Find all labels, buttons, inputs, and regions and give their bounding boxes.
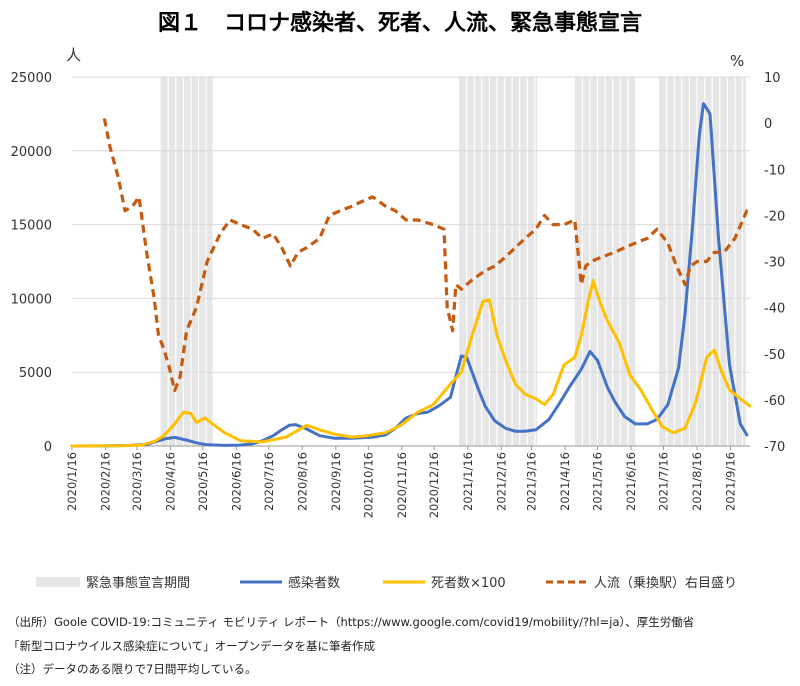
- legend-label-emergency: 緊急事態宣言期間: [86, 575, 190, 591]
- footnote: （注）データのある限りで7日間平均している。: [8, 662, 257, 676]
- left-axis-unit: 人: [66, 46, 81, 64]
- x-tick-label-16: 2021/5/16: [591, 452, 605, 511]
- x-tick-label-13: 2021/2/16: [494, 452, 508, 511]
- right-tick-label-1: -60: [764, 394, 785, 409]
- x-tick-label-6: 2020/7/16: [262, 452, 276, 511]
- source-note-line1: （出所）Goole COVID-19:コミュニティ モビリティ レポート（htt…: [8, 615, 695, 629]
- legend-label-deaths: 死者数×100: [431, 576, 506, 591]
- x-tick-label-17: 2021/6/16: [624, 452, 638, 511]
- left-tick-label-3: 15000: [11, 219, 52, 234]
- series-lines: [70, 102, 752, 448]
- legend-swatch-emergency: [36, 577, 80, 587]
- mobility-line: [102, 118, 750, 393]
- x-tick-label-5: 2020/6/16: [229, 452, 243, 511]
- left-tick-label-5: 25000: [11, 71, 52, 86]
- right-tick-label-5: -20: [764, 209, 785, 224]
- right-axis-unit: %: [730, 52, 744, 70]
- right-tick-label-2: -50: [764, 348, 785, 363]
- x-tick-label-18: 2021/7/16: [656, 452, 670, 511]
- legend: 緊急事態宣言期間 感染者数 死者数×100 人流（乗換駅）右目盛り: [36, 575, 737, 591]
- x-tick-label-2: 2020/3/16: [130, 452, 144, 511]
- right-tick-label-3: -40: [764, 302, 785, 317]
- right-tick-label-6: -10: [764, 163, 785, 178]
- x-tick-label-12: 2021/1/16: [461, 452, 475, 511]
- left-tick-label-0: 0: [44, 440, 52, 455]
- emergency-band-0: [160, 77, 213, 446]
- source-note-line2: 「新型コロナウイルス感染症について」オープンデータを基に筆者作成: [8, 639, 375, 653]
- left-tick-label-4: 20000: [11, 145, 52, 160]
- left-axis-ticks: 0 5000 10000 15000 20000 25000: [11, 71, 52, 455]
- chart-title: 図１ コロナ感染者、死者、人流、緊急事態宣言: [158, 10, 642, 36]
- deaths-line: [70, 279, 752, 448]
- x-tick-label-10: 2020/11/16: [395, 452, 409, 518]
- legend-label-cases: 感染者数: [288, 575, 340, 591]
- x-tick-label-1: 2020/2/16: [99, 452, 113, 511]
- right-tick-label-7: 0: [764, 117, 772, 132]
- cases-line: [70, 102, 749, 448]
- x-tick-label-0: 2020/1/16: [65, 452, 79, 511]
- x-tick-label-14: 2021/3/16: [525, 452, 539, 511]
- x-tick-label-15: 2021/4/16: [558, 452, 572, 511]
- x-tick-label-3: 2020/4/16: [163, 452, 177, 511]
- right-axis-ticks: -70 -60 -50 -40 -30 -20 -10 0 10: [764, 71, 785, 455]
- x-tick-label-7: 2020/8/16: [295, 452, 309, 511]
- x-tick-label-11: 2020/12/16: [427, 452, 441, 518]
- x-tick-label-20: 2021/9/16: [724, 452, 738, 511]
- right-tick-label-8: 10: [764, 71, 781, 86]
- x-tick-label-8: 2020/9/16: [329, 452, 343, 511]
- x-tick-label-9: 2020/10/16: [361, 452, 375, 518]
- left-tick-label-2: 10000: [11, 292, 52, 307]
- right-tick-label-4: -30: [764, 256, 785, 271]
- x-tick-label-4: 2020/5/16: [196, 452, 210, 511]
- x-axis-ticks: 2020/1/16 2020/2/16 2020/3/16 2020/4/16 2020…: [65, 446, 738, 518]
- right-tick-label-0: -70: [764, 440, 785, 455]
- left-tick-label-1: 5000: [19, 366, 52, 381]
- x-tick-label-19: 2021/8/16: [690, 452, 704, 511]
- legend-label-mobility: 人流（乗換駅）右目盛り: [594, 576, 737, 591]
- gridlines: [72, 76, 750, 447]
